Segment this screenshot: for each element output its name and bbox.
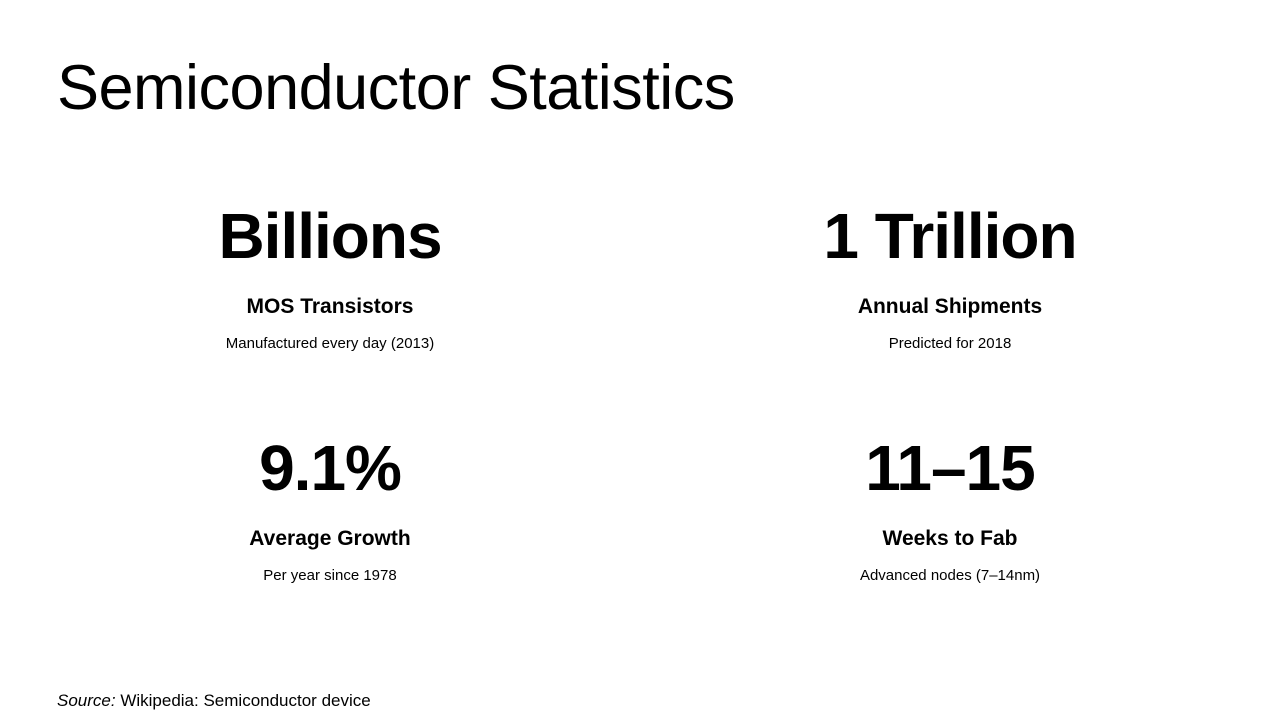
stat-description: Advanced nodes (7–14nm) xyxy=(859,567,1041,584)
stat-label: Weeks to Fab xyxy=(882,527,1018,550)
slide-title: Semiconductor Statistics xyxy=(57,53,735,123)
stat-label: Average Growth xyxy=(249,527,411,550)
stat-label: Annual Shipments xyxy=(857,295,1043,318)
source-text: Wikipedia: Semiconductor device xyxy=(115,691,371,710)
stat-description: Manufactured every day (2013) xyxy=(225,335,435,352)
stat-value: Billions xyxy=(218,200,442,272)
stat-block-mos-transistors: Billions MOS Transistors Manufactured ev… xyxy=(70,196,590,354)
stat-description: Per year since 1978 xyxy=(263,567,397,584)
stat-value: 1 Trillion xyxy=(823,200,1077,272)
stat-block-average-growth: 9.1% Average Growth Per year since 1978 xyxy=(70,428,590,586)
stat-value: 9.1% xyxy=(259,432,402,504)
stat-description: Predicted for 2018 xyxy=(888,335,1012,352)
stat-block-weeks-to-fab: 11–15 Weeks to Fab Advanced nodes (7–14n… xyxy=(690,428,1210,586)
source-citation: Source: Wikipedia: Semiconductor device xyxy=(57,689,371,713)
stat-label: MOS Transistors xyxy=(246,295,414,318)
stat-value: 11–15 xyxy=(865,432,1035,504)
source-prefix: Source: xyxy=(57,691,116,710)
stat-block-annual-shipments: 1 Trillion Annual Shipments Predicted fo… xyxy=(690,196,1210,354)
